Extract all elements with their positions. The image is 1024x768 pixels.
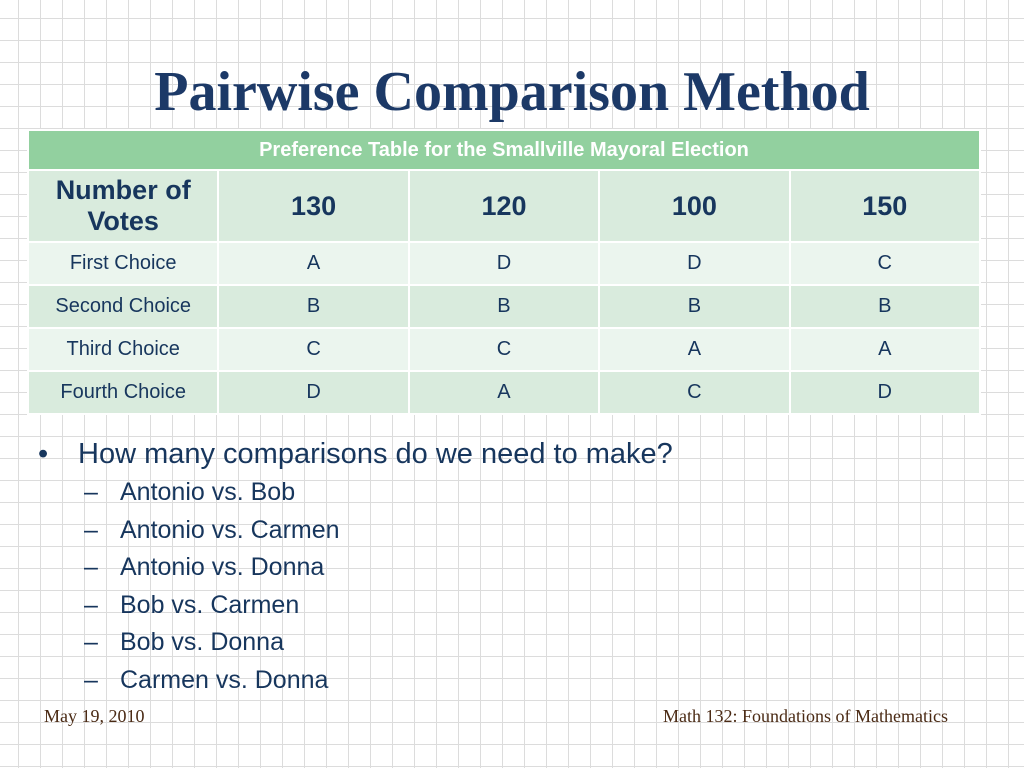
comparison-text: Antonio vs. Carmen [120, 515, 340, 544]
dash-icon: – [84, 665, 98, 694]
choice-cell: C [407, 327, 601, 372]
comparison-item: – Bob vs. Carmen [84, 587, 996, 625]
comparison-item: – Antonio vs. Bob [84, 474, 996, 512]
dash-icon: – [84, 590, 98, 619]
votes-cell: 130 [217, 169, 410, 243]
votes-cell: 100 [598, 169, 791, 243]
choice-cell: A [788, 327, 982, 372]
choice-cell: D [788, 370, 982, 415]
votes-label: Number of Votes [26, 169, 220, 243]
slide-title: Pairwise Comparison Method [154, 61, 870, 123]
comparison-text: Antonio vs. Bob [120, 478, 296, 506]
choice-cell: B [788, 284, 982, 329]
comparison-item: – Antonio vs. Carmen [84, 512, 996, 550]
table-row: Fourth Choice D A C D [26, 370, 982, 415]
footer-date: May 19, 2010 [44, 706, 145, 726]
row-label: First Choice [26, 241, 220, 286]
preference-table: Preference Table for the Smallville Mayo… [26, 129, 982, 415]
comparison-text: Carmen vs. Donna [120, 665, 329, 694]
choice-cell: A [598, 327, 791, 372]
dash-icon: – [84, 628, 98, 657]
bullet-dot-icon: • [38, 438, 49, 470]
table-caption: Preference Table for the Smallville Mayo… [27, 129, 981, 171]
choice-cell: B [217, 284, 410, 329]
dash-icon: – [84, 553, 98, 582]
dash-icon: – [84, 515, 98, 544]
choice-cell: D [598, 241, 791, 286]
comparison-text: Bob vs. Donna [120, 628, 284, 657]
choice-cell: A [407, 370, 601, 415]
comparison-text: Bob vs. Carmen [120, 590, 300, 619]
row-label: Second Choice [26, 284, 220, 329]
table-row: Third Choice C C A A [26, 327, 982, 372]
votes-row: Number of Votes 130 120 100 150 [26, 169, 982, 243]
comparison-text: Antonio vs. Donna [120, 553, 325, 582]
row-label: Third Choice [26, 327, 220, 372]
bullet-list: • How many comparisons do we need to mak… [36, 434, 996, 700]
choice-cell: C [788, 241, 982, 286]
choice-cell: B [598, 284, 791, 329]
table-caption-row: Preference Table for the Smallville Mayo… [27, 129, 981, 171]
bullet-item: • How many comparisons do we need to mak… [36, 434, 996, 474]
row-label: Fourth Choice [26, 370, 220, 415]
choice-cell: C [598, 370, 791, 415]
comparison-list: – Antonio vs. Bob – Antonio vs. Carmen – An… [36, 474, 996, 700]
dash-icon: – [84, 478, 98, 506]
table-row: Second Choice B B B B [26, 284, 982, 329]
footer-course: Math 132: Foundations of Mathematics [663, 706, 948, 726]
votes-cell: 120 [407, 169, 601, 243]
choice-cell: C [217, 327, 410, 372]
comparison-item: – Antonio vs. Donna [84, 549, 996, 587]
comparison-item: – Bob vs. Donna [84, 624, 996, 662]
comparison-item: – Carmen vs. Donna [84, 662, 996, 700]
choice-cell: A [217, 241, 410, 286]
choice-cell: B [407, 284, 601, 329]
bullet-text: How many comparisons do we need to make? [78, 438, 673, 470]
choice-cell: D [217, 370, 410, 415]
choice-cell: D [407, 241, 601, 286]
table-row: First Choice A D D C [26, 241, 982, 286]
votes-cell: 150 [788, 169, 982, 243]
